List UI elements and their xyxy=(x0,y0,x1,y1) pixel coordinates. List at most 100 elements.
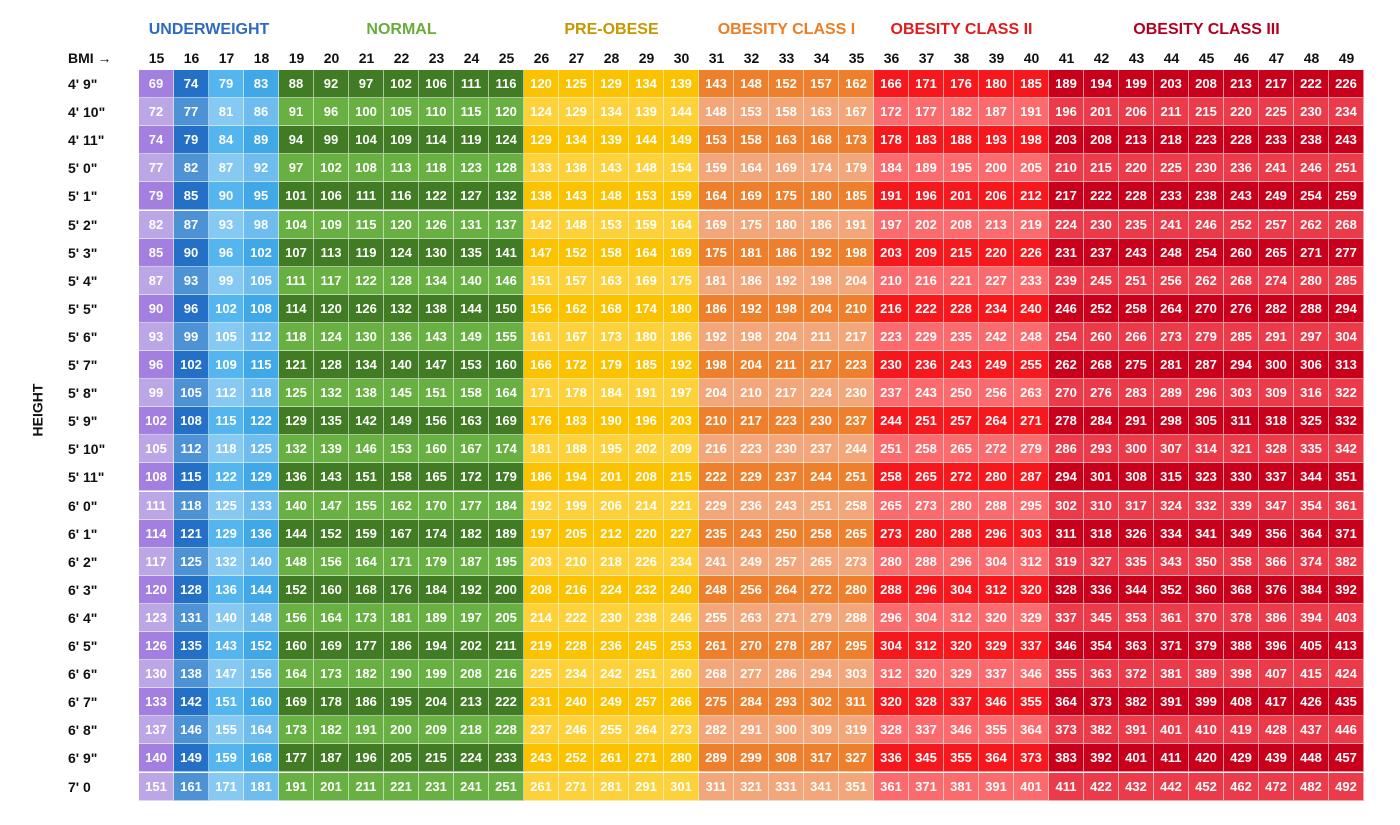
weight-cell: 399 xyxy=(1189,688,1224,716)
weight-cell: 288 xyxy=(979,492,1014,520)
weight-cell: 275 xyxy=(1119,351,1154,379)
weight-cell: 411 xyxy=(1154,744,1189,772)
weight-cell: 162 xyxy=(839,70,874,98)
weight-cell: 308 xyxy=(1119,463,1154,491)
bmi-column-header: 42 xyxy=(1093,50,1110,66)
weight-cell: 101 xyxy=(279,182,314,210)
weight-cell: 187 xyxy=(314,744,349,772)
weight-cell: 181 xyxy=(384,604,419,632)
bmi-column-header: 39 xyxy=(988,50,1005,66)
weight-cell: 184 xyxy=(594,379,629,407)
weight-cell: 311 xyxy=(839,688,874,716)
category-label-pre-obese: PRE-OBESE xyxy=(564,21,659,38)
weight-cell: 118 xyxy=(279,323,314,351)
weight-cell: 251 xyxy=(909,407,944,435)
weight-cell: 125 xyxy=(174,548,209,576)
weight-cell: 217 xyxy=(734,407,769,435)
weight-cell: 361 xyxy=(1154,604,1189,632)
weight-cell: 337 xyxy=(979,660,1014,688)
weight-cell: 219 xyxy=(524,632,559,660)
weight-cell: 280 xyxy=(664,744,699,772)
weight-cell: 334 xyxy=(1154,520,1189,548)
weight-cell: 302 xyxy=(1049,492,1084,520)
weight-cell: 347 xyxy=(1259,492,1294,520)
weight-cell: 227 xyxy=(664,520,699,548)
bmi-column-header: 35 xyxy=(848,50,865,66)
weight-cell: 373 xyxy=(1084,688,1119,716)
weight-cell: 128 xyxy=(174,576,209,604)
weight-cell: 364 xyxy=(979,744,1014,772)
height-row-label: 6' 3" xyxy=(68,582,98,598)
weight-cell: 304 xyxy=(874,632,909,660)
weight-cell: 268 xyxy=(699,660,734,688)
bmi-column-header: 40 xyxy=(1023,50,1040,66)
weight-cell: 182 xyxy=(944,98,979,126)
weight-cell: 234 xyxy=(559,660,594,688)
weight-cell: 353 xyxy=(1119,604,1154,632)
weight-cell: 87 xyxy=(139,267,174,295)
weight-cell: 161 xyxy=(174,773,209,801)
bmi-column-header: 25 xyxy=(498,50,515,66)
weight-cell: 428 xyxy=(1259,716,1294,744)
weight-cell: 280 xyxy=(839,576,874,604)
weight-cell: 312 xyxy=(944,604,979,632)
weight-cell: 200 xyxy=(979,154,1014,182)
weight-cell: 337 xyxy=(1049,604,1084,632)
weight-cell: 209 xyxy=(664,435,699,463)
weight-cell: 139 xyxy=(314,435,349,463)
weight-cell: 231 xyxy=(524,688,559,716)
weight-cell: 146 xyxy=(349,435,384,463)
weight-cell: 215 xyxy=(1189,98,1224,126)
weight-cell: 106 xyxy=(419,70,454,98)
weight-cell: 175 xyxy=(699,239,734,267)
weight-cell: 254 xyxy=(1294,182,1329,210)
weight-cell: 288 xyxy=(1294,295,1329,323)
weight-cell: 144 xyxy=(279,520,314,548)
weight-cell: 220 xyxy=(629,520,664,548)
weight-cell: 273 xyxy=(909,492,944,520)
weight-cell: 223 xyxy=(734,435,769,463)
weight-cell: 301 xyxy=(1084,463,1119,491)
weight-cell: 243 xyxy=(524,744,559,772)
weight-cell: 203 xyxy=(1154,70,1189,98)
weight-cell: 143 xyxy=(419,323,454,351)
bmi-column-header: 43 xyxy=(1128,50,1145,66)
weight-cell: 413 xyxy=(1329,632,1364,660)
weight-cell: 346 xyxy=(1049,632,1084,660)
weight-cell: 124 xyxy=(524,98,559,126)
weight-cell: 154 xyxy=(664,154,699,182)
category-label-underweight: UNDERWEIGHT xyxy=(148,21,270,38)
weight-cell: 138 xyxy=(349,379,384,407)
weight-cell: 300 xyxy=(1119,435,1154,463)
weight-cell: 224 xyxy=(804,379,839,407)
weight-cell: 168 xyxy=(804,126,839,154)
weight-cell: 116 xyxy=(384,182,419,210)
weight-cell: 294 xyxy=(804,660,839,688)
weight-cell: 225 xyxy=(524,660,559,688)
weight-cell: 238 xyxy=(1189,182,1224,210)
weight-cell: 232 xyxy=(629,576,664,604)
weight-cell: 382 xyxy=(1084,716,1119,744)
weight-cell: 320 xyxy=(1014,576,1049,604)
weight-cell: 344 xyxy=(1294,463,1329,491)
weight-cell: 128 xyxy=(384,267,419,295)
weight-cell: 202 xyxy=(909,211,944,239)
weight-cell: 200 xyxy=(384,716,419,744)
weight-cell: 237 xyxy=(1084,239,1119,267)
weight-cell: 186 xyxy=(769,239,804,267)
weight-cell: 166 xyxy=(874,70,909,98)
weight-cell: 457 xyxy=(1329,744,1364,772)
weight-cell: 168 xyxy=(244,744,279,772)
weight-cell: 186 xyxy=(524,463,559,491)
weight-cell: 228 xyxy=(559,632,594,660)
weight-cell: 215 xyxy=(1084,154,1119,182)
weight-cell: 234 xyxy=(664,548,699,576)
weight-cell: 241 xyxy=(1259,154,1294,182)
weight-cell: 164 xyxy=(244,716,279,744)
weight-cell: 426 xyxy=(1294,688,1329,716)
weight-cell: 257 xyxy=(944,407,979,435)
weight-cell: 246 xyxy=(1049,295,1084,323)
weight-cell: 82 xyxy=(174,154,209,182)
weight-cell: 265 xyxy=(1259,239,1294,267)
weight-cell: 263 xyxy=(1014,379,1049,407)
